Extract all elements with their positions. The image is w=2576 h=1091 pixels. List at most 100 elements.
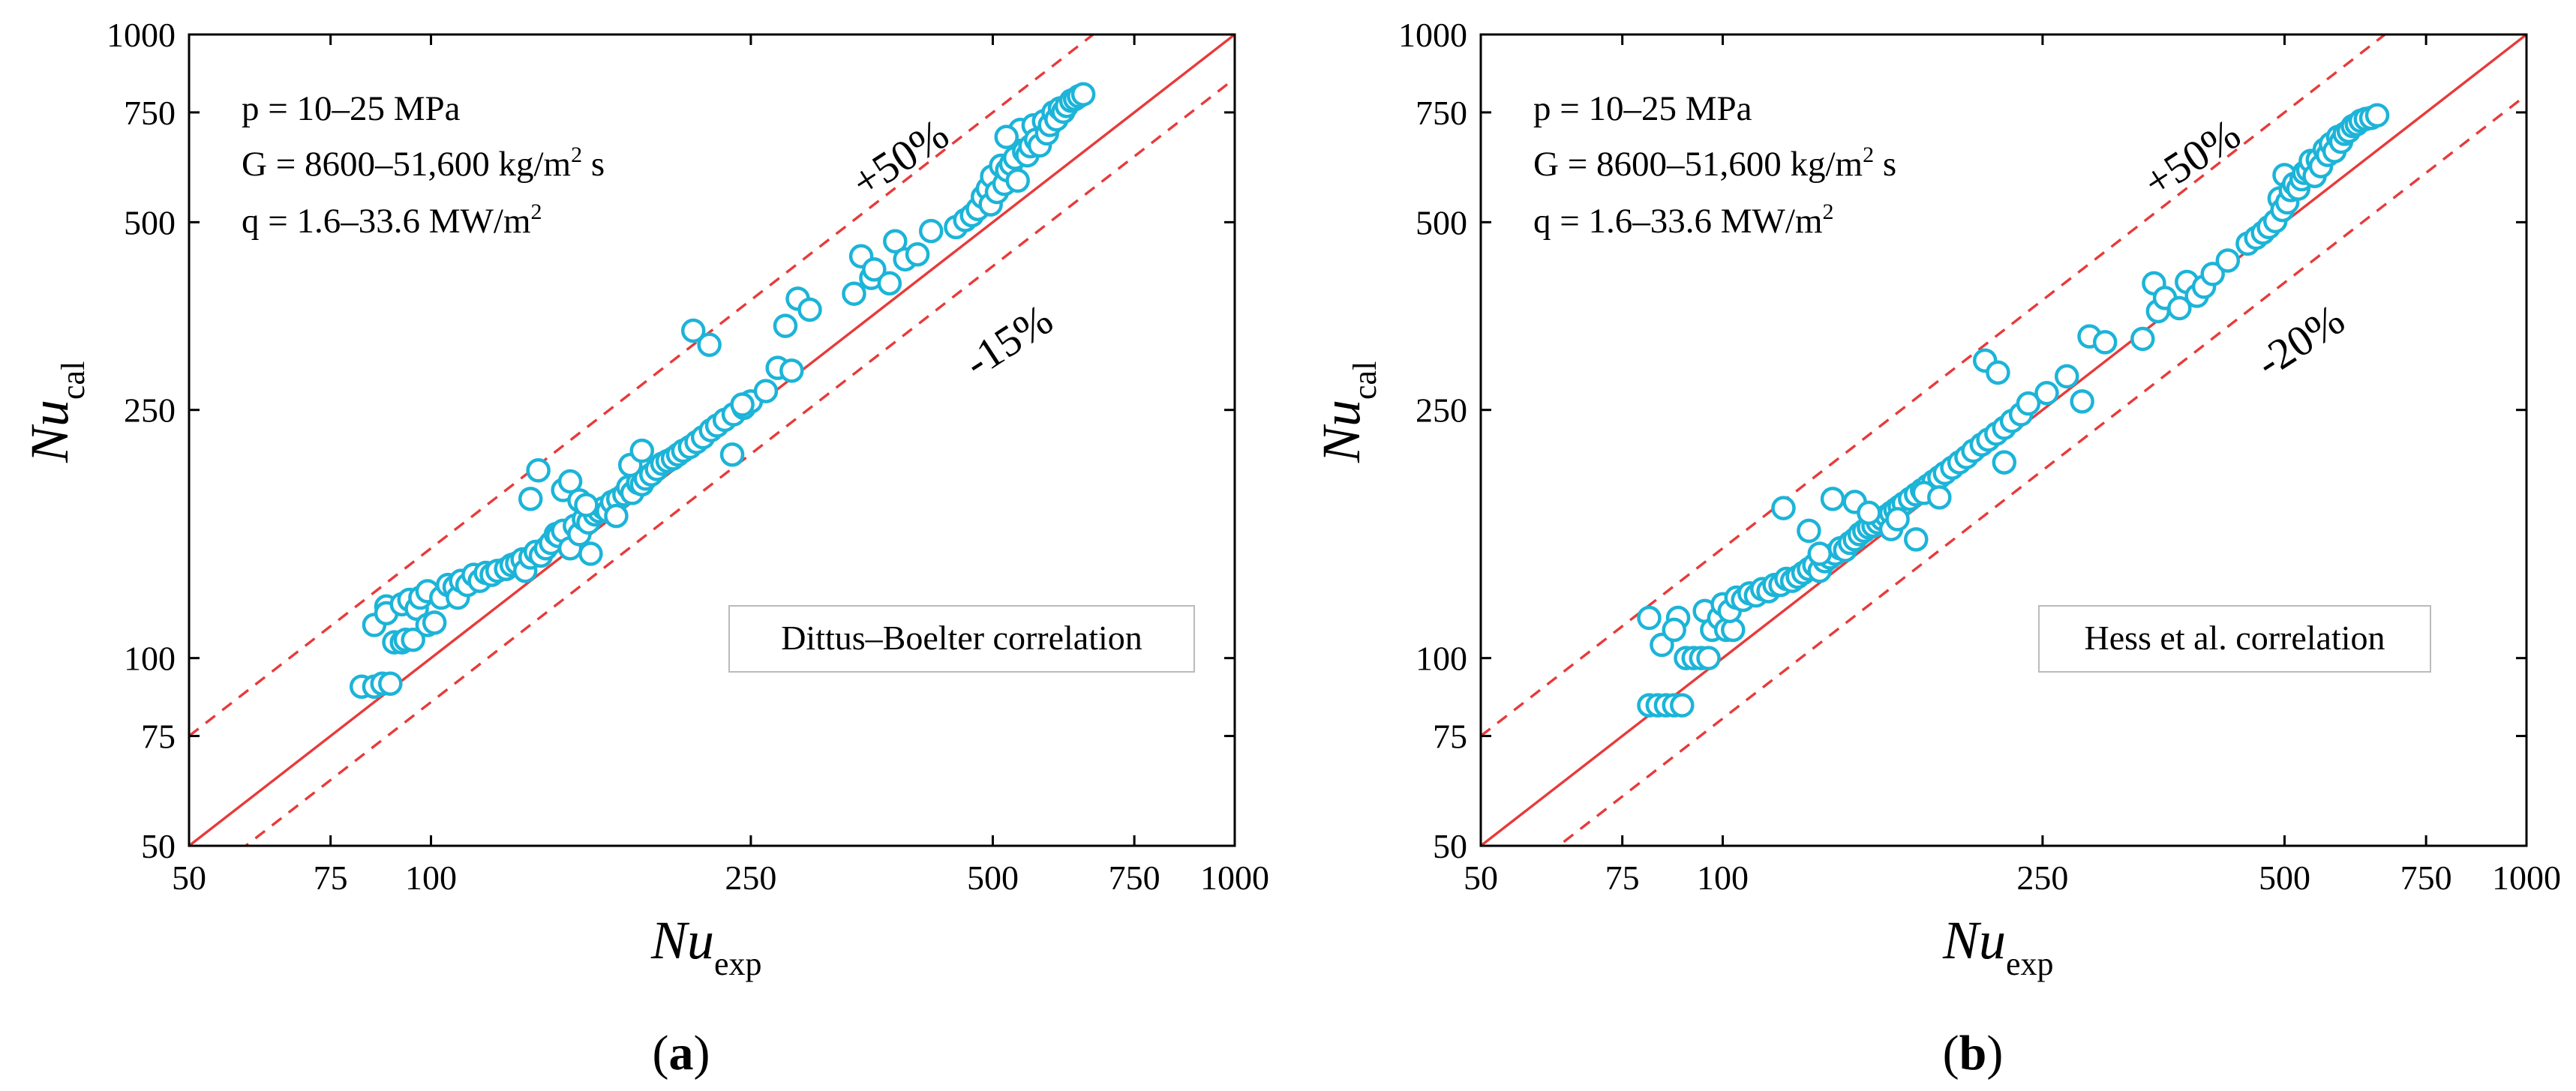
data-point bbox=[578, 541, 603, 566]
x-tick-label: 250 bbox=[725, 859, 776, 897]
condition-heat-flux-sup: 2 bbox=[531, 199, 542, 224]
y-tick-label: 250 bbox=[124, 391, 176, 430]
data-point bbox=[773, 313, 798, 338]
data-point bbox=[697, 332, 722, 358]
data-point bbox=[2364, 103, 2390, 128]
x-tick-label: 100 bbox=[405, 859, 457, 897]
data-point bbox=[730, 392, 755, 417]
condition-pressure: p = 10–25 MPa bbox=[242, 89, 461, 128]
plot-area bbox=[189, 34, 1235, 846]
panel-label-close: ) bbox=[694, 1026, 710, 1081]
upper-bound-label: +50% bbox=[2135, 109, 2249, 207]
y-tick-label: 500 bbox=[124, 203, 176, 241]
plot-area bbox=[1481, 34, 2526, 846]
chart-panel-b: 50 75 100 250 500 750 1000 50 75 100 250 500 750 1000… bbox=[1311, 16, 2561, 1081]
y-tick-label: 250 bbox=[1416, 391, 1467, 430]
condition-mass-flux: G = 8600–51,600 kg/m2 s bbox=[242, 142, 605, 184]
data-point bbox=[1005, 168, 1030, 193]
condition-mass-flux: G = 8600–51,600 kg/m2 s bbox=[1533, 142, 1896, 184]
y-tick-label: 1000 bbox=[1398, 16, 1467, 54]
legend-box bbox=[2038, 605, 2431, 673]
data-point bbox=[797, 297, 822, 322]
y-tick-label: 750 bbox=[1416, 94, 1467, 132]
legend-box bbox=[728, 605, 1195, 673]
data-point bbox=[518, 487, 543, 511]
data-point bbox=[1986, 360, 2010, 385]
y-axis-label-sub: cal bbox=[55, 361, 92, 400]
data-point bbox=[2092, 330, 2118, 355]
panel-label-letter: b bbox=[1959, 1026, 1987, 1081]
data-point bbox=[629, 438, 654, 463]
condition-mass-flux-tail: s bbox=[1874, 145, 1896, 184]
data-point bbox=[1992, 450, 2017, 475]
condition-heat-flux-text: q = 1.6–33.6 MW/m bbox=[242, 202, 531, 241]
data-point bbox=[753, 379, 779, 403]
data-point bbox=[1797, 518, 1821, 544]
data-point bbox=[2016, 391, 2041, 416]
condition-mass-flux-sup: 2 bbox=[1863, 142, 1874, 167]
panel-label-letter: a bbox=[669, 1026, 694, 1081]
data-point bbox=[918, 218, 944, 244]
condition-mass-flux-text: G = 8600–51,600 kg/m bbox=[242, 145, 571, 184]
x-tick-label: 500 bbox=[2259, 859, 2310, 897]
x-tick-label: 75 bbox=[1605, 859, 1640, 897]
y-tick-label: 50 bbox=[1433, 827, 1467, 865]
data-point bbox=[2070, 389, 2094, 414]
x-axis-label-sub: exp bbox=[2006, 946, 2054, 982]
y-tick-label: 100 bbox=[1416, 640, 1467, 678]
x-tick-label: 250 bbox=[2016, 859, 2068, 897]
condition-heat-flux-text: q = 1.6–33.6 MW/m bbox=[1533, 202, 1823, 241]
data-point bbox=[877, 271, 902, 296]
data-point bbox=[2034, 381, 2059, 406]
y-tick-label: 50 bbox=[141, 827, 176, 865]
panel-label-open: ( bbox=[653, 1026, 669, 1081]
condition-mass-flux-sup: 2 bbox=[571, 142, 582, 167]
upper-bound-line bbox=[1481, 34, 2388, 737]
y-tick-label: 100 bbox=[124, 640, 176, 678]
data-point bbox=[1820, 487, 1845, 511]
data-point bbox=[905, 242, 930, 267]
y-tick-label: 750 bbox=[124, 94, 176, 132]
plot-frame bbox=[1479, 33, 2528, 847]
x-tick-label: 500 bbox=[967, 859, 1019, 897]
x-tick-label: 750 bbox=[2400, 859, 2452, 897]
data-point bbox=[2200, 262, 2225, 286]
chart-panel-a: 50 75 100 250 500 750 1000 50 75 100 250 500 750 1000… bbox=[20, 16, 1269, 1081]
x-axis-label-sub: exp bbox=[714, 946, 762, 982]
panel-label-open: ( bbox=[1943, 1026, 1959, 1081]
x-tick-label: 75 bbox=[314, 859, 348, 897]
y-tick-label: 500 bbox=[1416, 203, 1467, 241]
y-axis-label: Nucal bbox=[20, 361, 92, 463]
x-tick-label: 1000 bbox=[1200, 859, 1269, 897]
data-point bbox=[1637, 605, 1662, 631]
data-point bbox=[1662, 617, 1686, 643]
condition-heat-flux: q = 1.6–33.6 MW/m2 bbox=[1533, 199, 1834, 241]
data-point bbox=[883, 229, 908, 254]
condition-pressure-text: p = 10–25 MPa bbox=[1533, 89, 1752, 128]
panel-label-close: ) bbox=[1986, 1026, 2003, 1081]
data-point bbox=[842, 281, 866, 306]
x-axis-label: Nuexp bbox=[650, 910, 762, 982]
data-point bbox=[2167, 295, 2192, 321]
condition-heat-flux: q = 1.6–33.6 MW/m2 bbox=[242, 199, 542, 241]
data-point bbox=[1927, 485, 1952, 510]
x-tick-label: 750 bbox=[1109, 859, 1160, 897]
upper-bound-label: +50% bbox=[843, 109, 957, 207]
panel-label: (b) bbox=[1943, 1026, 2004, 1081]
data-point bbox=[1696, 646, 1721, 670]
upper-bound-line bbox=[189, 34, 1096, 737]
y-axis-label-sub: cal bbox=[1347, 361, 1383, 400]
x-tick-label: 50 bbox=[1464, 859, 1498, 897]
y-tick-label: 75 bbox=[1433, 718, 1467, 756]
data-point bbox=[378, 671, 403, 696]
data-point bbox=[604, 503, 629, 529]
lower-bound-label: -15% bbox=[956, 295, 1061, 387]
y-axis-label-main: Nu bbox=[20, 400, 80, 463]
data-point bbox=[1670, 693, 1695, 718]
data-point bbox=[1771, 496, 1796, 520]
condition-pressure-text: p = 10–25 MPa bbox=[242, 89, 461, 128]
data-point bbox=[2215, 248, 2241, 273]
data-point bbox=[719, 442, 745, 467]
data-point bbox=[994, 124, 1019, 149]
